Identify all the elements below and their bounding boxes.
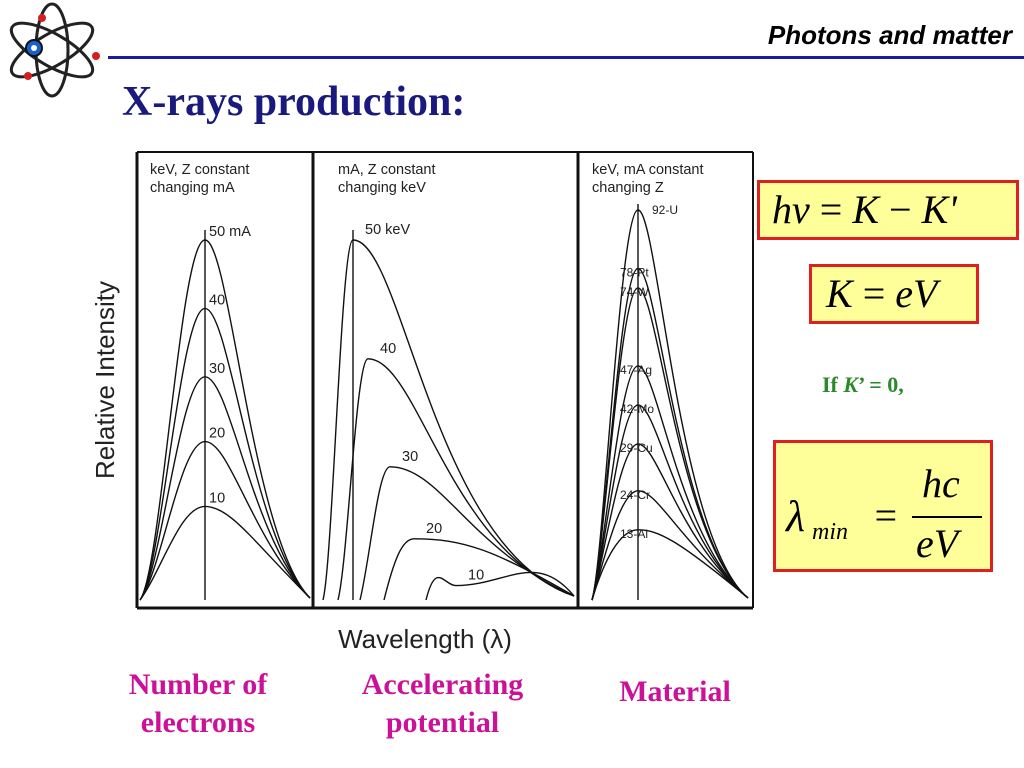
eq2-equals: = [852,271,896,316]
panel3-label-0: 92-U [652,203,678,217]
x-axis-title: Wavelength (λ) [338,624,512,654]
panel3-caption-line1: keV, mA constant [592,162,704,178]
panel1-label-3: 20 [209,426,225,442]
caption-right-line1: Material [619,675,731,708]
panel2-label-1: 40 [380,341,396,357]
panel3-label-3: 47-Ag [620,363,652,377]
header-divider [108,56,1024,59]
condition-rest: ’ = 0, [858,372,904,397]
panel3-label-4: 42-Mo [620,402,654,416]
condition-text: If K’ = 0, [822,372,904,398]
panel1-caption-line2: changing mA [150,180,235,196]
condition-if: If [822,372,844,397]
panel1-curve-3 [139,440,311,601]
caption-number-of-electrons: Number of electrons [98,666,298,742]
caption-middle-line1: Accelerating [361,668,524,701]
eq3-equals: = [872,493,899,538]
xray-spectra-chart: keV, Z constant changing mA mA, Z consta… [90,151,754,654]
atom-icon [9,2,100,98]
panel2-curve-0 [322,239,575,601]
min-wavelength-equation: λ min = hc eV [773,440,993,572]
panel3-curve-1 [591,267,749,601]
condition-k: K [843,372,859,397]
eq2-k: K [826,271,853,316]
caption-left-line2: electrons [140,706,256,739]
panel3-label-7: 13-Al [620,527,648,541]
panel2-label-0: 50 keV [365,222,410,238]
panel2-label-2: 30 [402,449,418,465]
eq3-lambda: λ [784,492,805,541]
panel2-label-3: 20 [426,521,442,537]
caption-material: Material [590,673,760,711]
panel2-curve-2 [359,466,575,601]
panel2-curve-3 [383,538,575,601]
caption-accelerating-potential: Accelerating potential [330,666,555,742]
panel3-curve-4 [591,404,749,601]
kinetic-energy-equation: K = eV [809,264,979,324]
photon-energy-equation: hν = K − K' [757,180,1019,240]
panel1-label-0: 50 mA [209,224,251,240]
y-axis-title: Relative Intensity [90,281,120,479]
eq1-kprime: K' [921,187,957,232]
panel2-curve-4 [425,571,575,601]
panel2-curve-1 [337,358,575,601]
eq1-minus: − [879,187,922,232]
panel3-label-6: 24-Cr [620,488,650,502]
panel3-caption-line2: changing Z [592,180,664,196]
eq1-k: K [852,187,880,232]
eq3-numerator: hc [922,461,960,506]
panel1-label-4: 10 [209,490,225,506]
panel1-label-1: 40 [209,292,225,308]
panel1-label-2: 30 [209,361,225,377]
header-title: Photons and matter [767,20,1012,50]
eq1-equals: = [809,187,853,232]
caption-left-line1: Number of [128,668,268,701]
panel2-label-4: 10 [468,568,484,584]
min-wavelength-formula: λ min = hc eV [784,461,982,566]
eq3-denominator: eV [916,521,963,566]
panel3-label-2: 74-W [620,285,649,299]
slide-title: X-rays production: [122,79,466,125]
eq1-h: h [772,187,792,232]
eq3-subscript: min [812,519,848,545]
eq2-ev: eV [895,271,938,316]
panel3-label-5: 29-Cu [620,441,653,455]
panel2-caption-line2: changing keV [338,180,426,196]
panel2-caption-line1: mA, Z constant [338,162,436,178]
caption-middle-line2: potential [385,706,500,739]
panel1-caption-line1: keV, Z constant [150,162,249,178]
panel3-curve-2 [591,287,749,601]
panel3-label-1: 78-Pt [620,266,649,280]
eq1-nu: ν [792,187,810,232]
